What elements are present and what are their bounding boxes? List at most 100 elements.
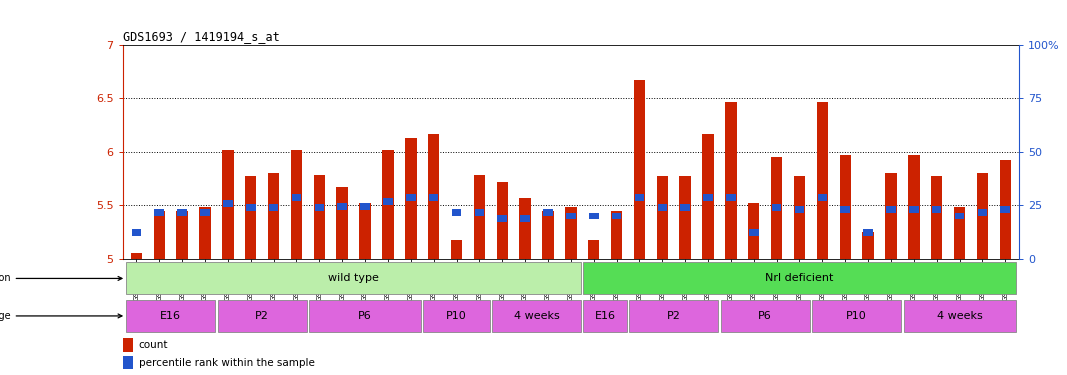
Bar [656, 177, 668, 259]
Text: 4 weeks: 4 weeks [937, 311, 983, 321]
Bar [218, 300, 307, 332]
Bar [337, 203, 347, 210]
Bar [1001, 206, 1010, 213]
Text: count: count [139, 340, 169, 350]
Bar [492, 300, 582, 332]
Text: genotype/variation: genotype/variation [0, 273, 122, 284]
Bar [634, 80, 646, 259]
Bar [584, 262, 1016, 294]
Bar [542, 211, 554, 259]
Bar [360, 203, 371, 259]
Text: percentile rank within the sample: percentile rank within the sample [139, 358, 315, 368]
Bar [126, 262, 582, 294]
Bar [908, 155, 920, 259]
Text: 4 weeks: 4 weeks [513, 311, 559, 321]
Bar [269, 204, 278, 211]
Bar [976, 173, 988, 259]
Bar [245, 204, 256, 211]
Bar [904, 300, 1016, 332]
Text: P10: P10 [846, 311, 867, 321]
Bar [155, 209, 164, 216]
Bar [405, 194, 415, 201]
Bar [429, 194, 439, 201]
Bar [771, 204, 781, 211]
Bar [977, 209, 987, 216]
Bar [315, 204, 324, 211]
Bar [610, 211, 622, 259]
Bar [630, 300, 718, 332]
Bar [817, 194, 827, 201]
Bar [200, 207, 210, 259]
Bar [886, 206, 896, 213]
Bar [886, 173, 896, 259]
Bar [131, 228, 141, 236]
Bar [954, 207, 966, 259]
Bar [681, 204, 690, 211]
Bar [245, 177, 256, 259]
Bar [382, 150, 394, 259]
Bar [450, 240, 462, 259]
Bar [543, 209, 553, 216]
Bar [726, 102, 736, 259]
Bar [931, 206, 941, 213]
Bar [222, 150, 234, 259]
Bar [223, 200, 233, 207]
Bar [176, 211, 188, 259]
Bar [816, 102, 828, 259]
Text: P2: P2 [667, 311, 681, 321]
Bar [588, 240, 600, 259]
Bar [930, 177, 942, 259]
Bar [680, 177, 691, 259]
Bar [451, 209, 461, 216]
Bar [657, 204, 667, 211]
Bar [123, 338, 133, 352]
Bar [748, 203, 760, 259]
Bar [1000, 160, 1010, 259]
Bar [201, 209, 210, 216]
Bar [863, 228, 873, 236]
Bar [812, 300, 902, 332]
Bar [474, 176, 485, 259]
Bar [424, 300, 490, 332]
Bar [428, 134, 440, 259]
Bar [589, 213, 599, 219]
Bar [405, 138, 416, 259]
Text: P6: P6 [759, 311, 773, 321]
Text: P10: P10 [446, 311, 467, 321]
Bar [314, 176, 325, 259]
Text: Nrl deficient: Nrl deficient [765, 273, 833, 284]
Text: P6: P6 [359, 311, 372, 321]
Bar [177, 209, 187, 216]
Bar [154, 211, 165, 259]
Bar [702, 134, 714, 259]
Bar [309, 300, 421, 332]
Bar [496, 182, 508, 259]
Bar [130, 254, 142, 259]
Bar [497, 214, 507, 222]
Bar [955, 213, 965, 219]
Bar [909, 206, 919, 213]
Bar [291, 194, 301, 201]
Bar [862, 232, 874, 259]
Bar [290, 150, 302, 259]
Bar [383, 198, 393, 204]
Text: GDS1693 / 1419194_s_at: GDS1693 / 1419194_s_at [123, 30, 280, 43]
Bar [475, 209, 484, 216]
Bar [720, 300, 810, 332]
Bar [770, 157, 782, 259]
Bar [840, 155, 850, 259]
Bar [749, 228, 759, 236]
Bar [126, 300, 216, 332]
Text: E16: E16 [160, 311, 181, 321]
Bar [726, 194, 736, 201]
Bar [521, 214, 530, 222]
Bar [520, 198, 530, 259]
Bar [566, 207, 576, 259]
Bar [566, 213, 576, 219]
Bar [361, 203, 370, 210]
Text: wild type: wild type [329, 273, 379, 284]
Bar [336, 187, 348, 259]
Text: P2: P2 [255, 311, 269, 321]
Bar [611, 213, 621, 219]
Bar [635, 194, 644, 201]
